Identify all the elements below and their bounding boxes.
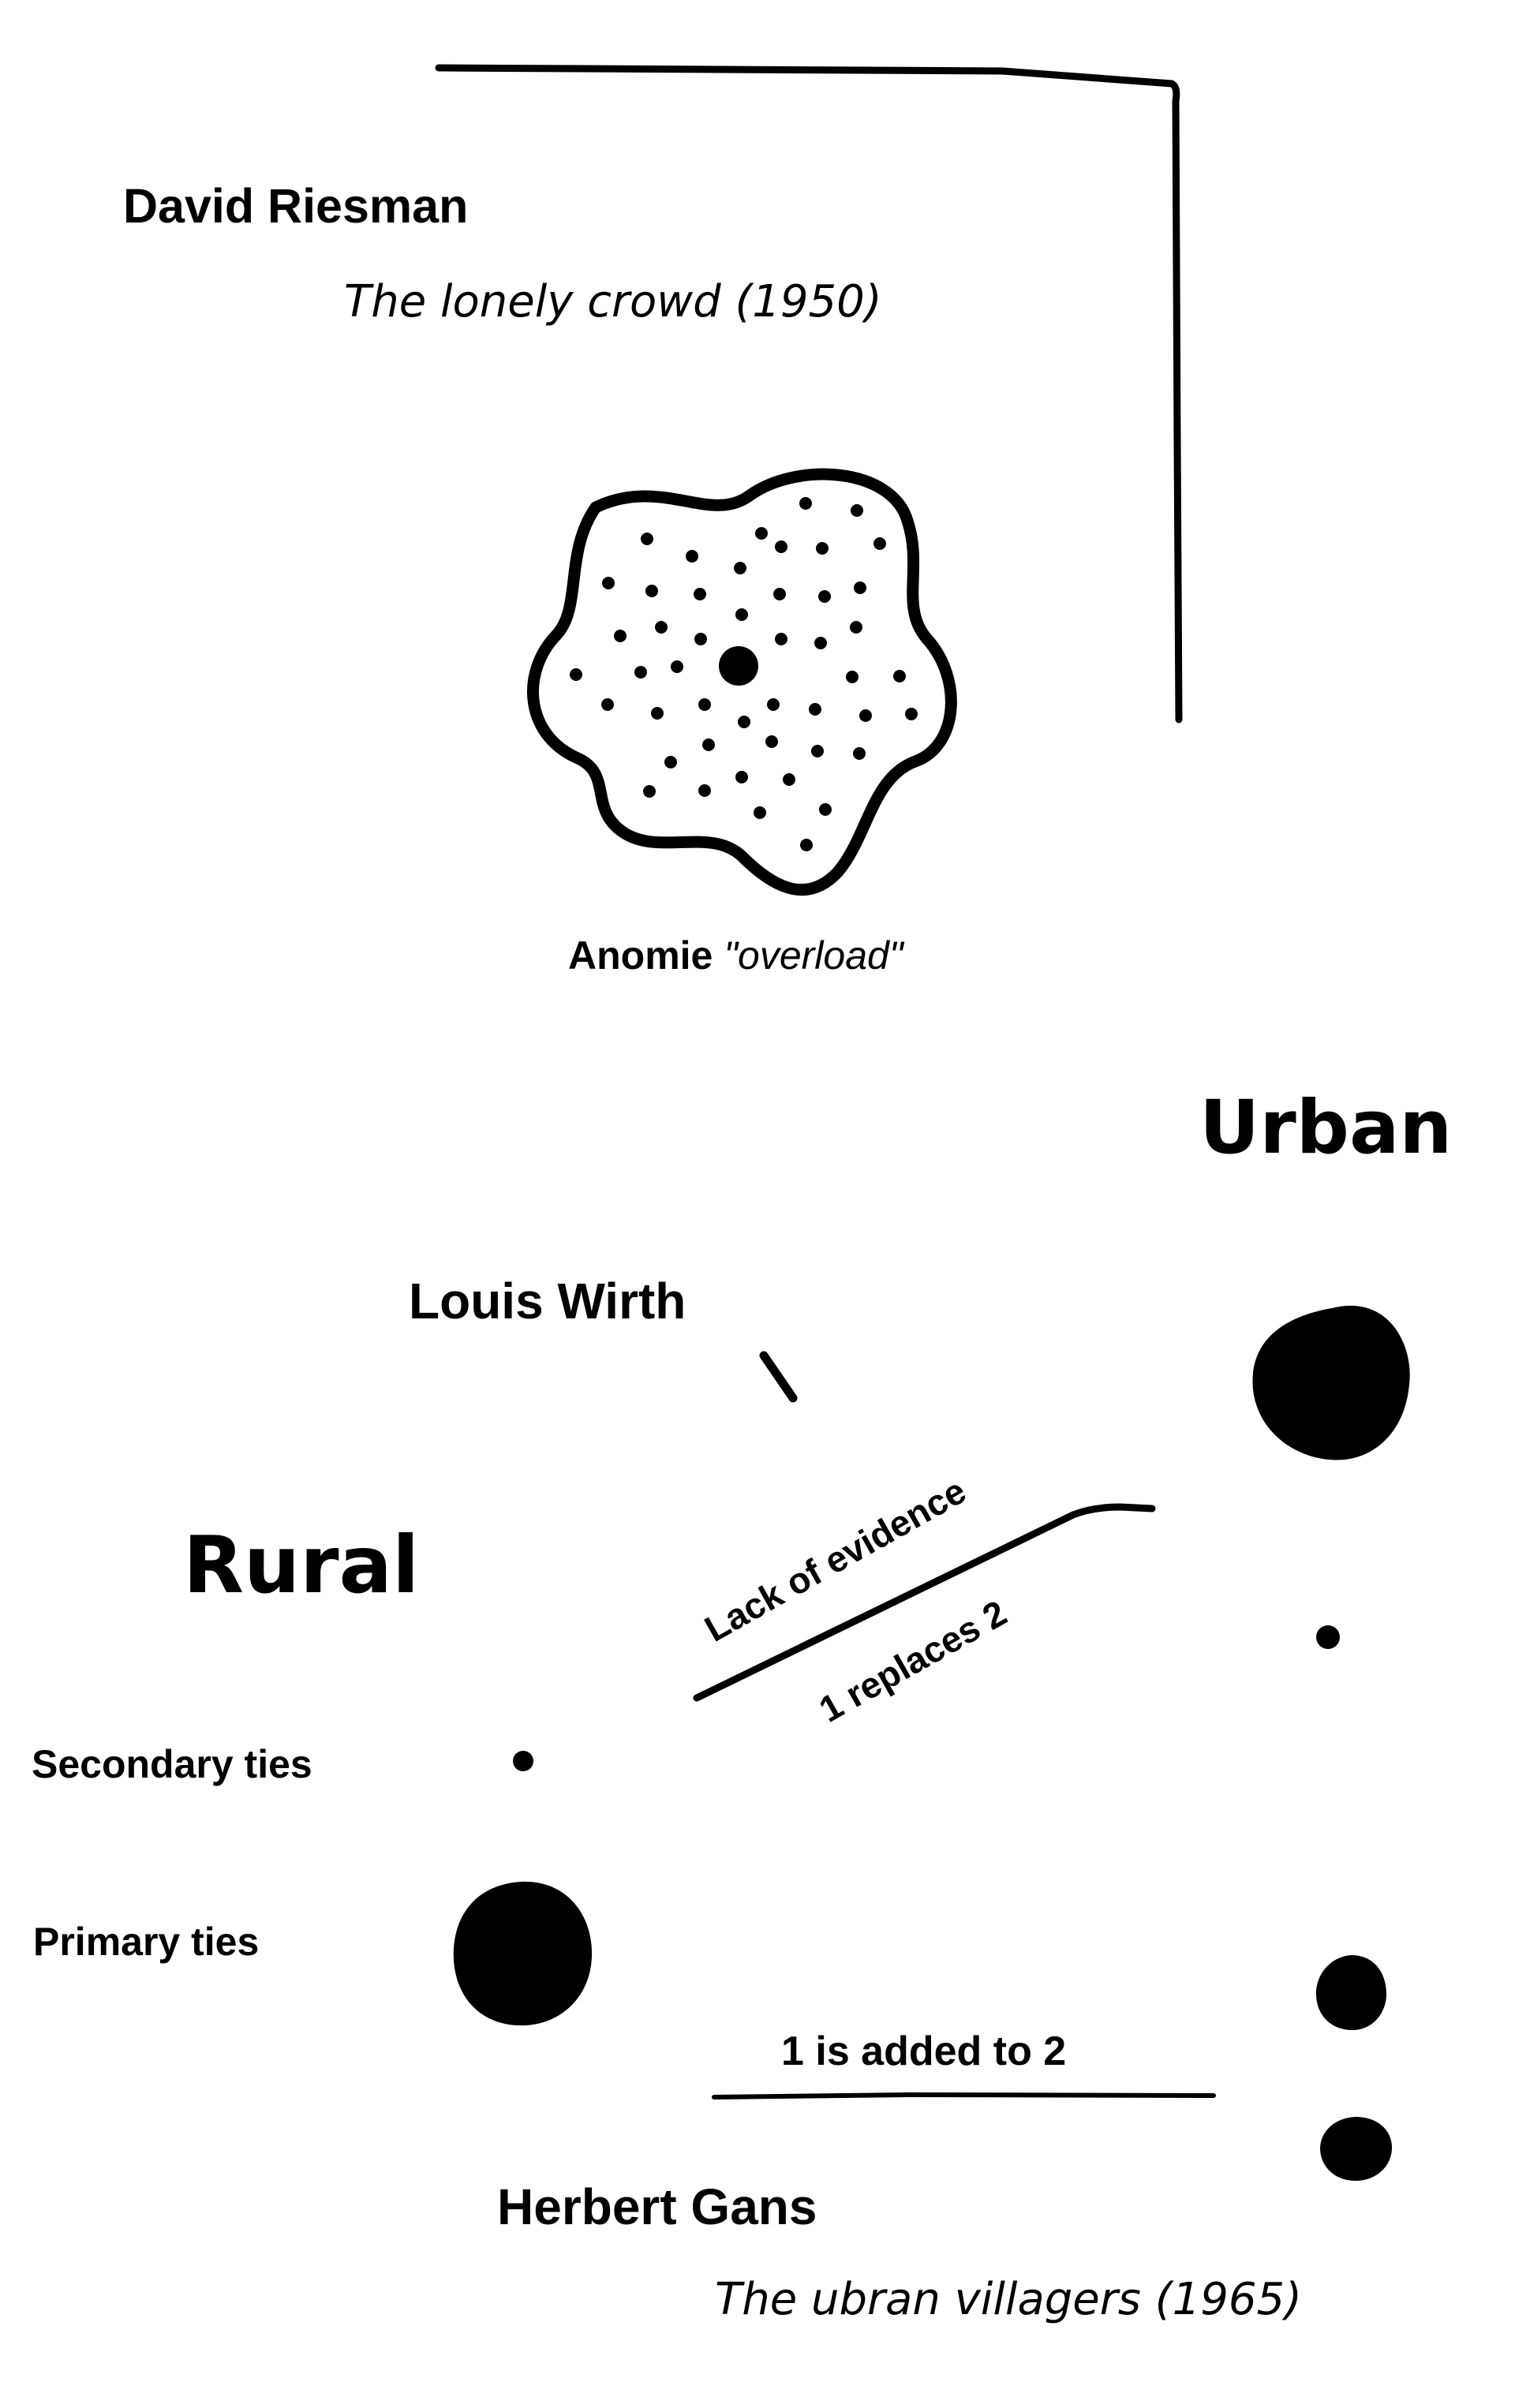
rural-heading: Rural xyxy=(183,1519,420,1611)
urban-large-circle xyxy=(1252,1305,1410,1460)
rural-large-circle xyxy=(453,1881,593,2026)
riesman-name: David Riesman xyxy=(123,179,469,233)
urban-medium-circle-1 xyxy=(1315,1955,1387,2031)
gans-work: The ubran villagers (1965) xyxy=(715,2274,1302,2325)
urban-small-dot xyxy=(1316,1625,1340,1649)
legend-secondary-ties: Secondary ties xyxy=(32,1742,312,1786)
rural-small-dot xyxy=(513,1751,533,1771)
wirth-name: Louis Wirth xyxy=(409,1273,686,1329)
urban-heading: Urban xyxy=(1199,1085,1453,1171)
urban-medium-circle-2 xyxy=(1320,2117,1392,2182)
anomie-center-dot xyxy=(719,646,758,686)
riesman-work: The lonely crowd (1950) xyxy=(344,276,882,327)
anomie-term: Anomie xyxy=(568,933,713,978)
legend-primary-ties: Primary ties xyxy=(33,1920,260,1964)
gans-note: 1 is added to 2 xyxy=(781,2028,1067,2074)
gans-name: Herbert Gans xyxy=(497,2178,817,2235)
wirth-note-bottom: 1 replaces 2 xyxy=(812,1592,1013,1730)
anomie-caption: Anomie "overload" xyxy=(568,933,903,978)
anomie-qualifier: "overload" xyxy=(724,933,903,978)
gans-connector-line xyxy=(712,2092,1216,2100)
wirth-note-top: Lack of evidence xyxy=(698,1470,972,1650)
wirth-connector-line xyxy=(693,1503,1156,1702)
wirth-tick-mark xyxy=(759,1351,798,1403)
anomie-dots xyxy=(570,497,918,851)
anomie-blob xyxy=(527,468,957,896)
corner-bracket xyxy=(435,64,1183,724)
